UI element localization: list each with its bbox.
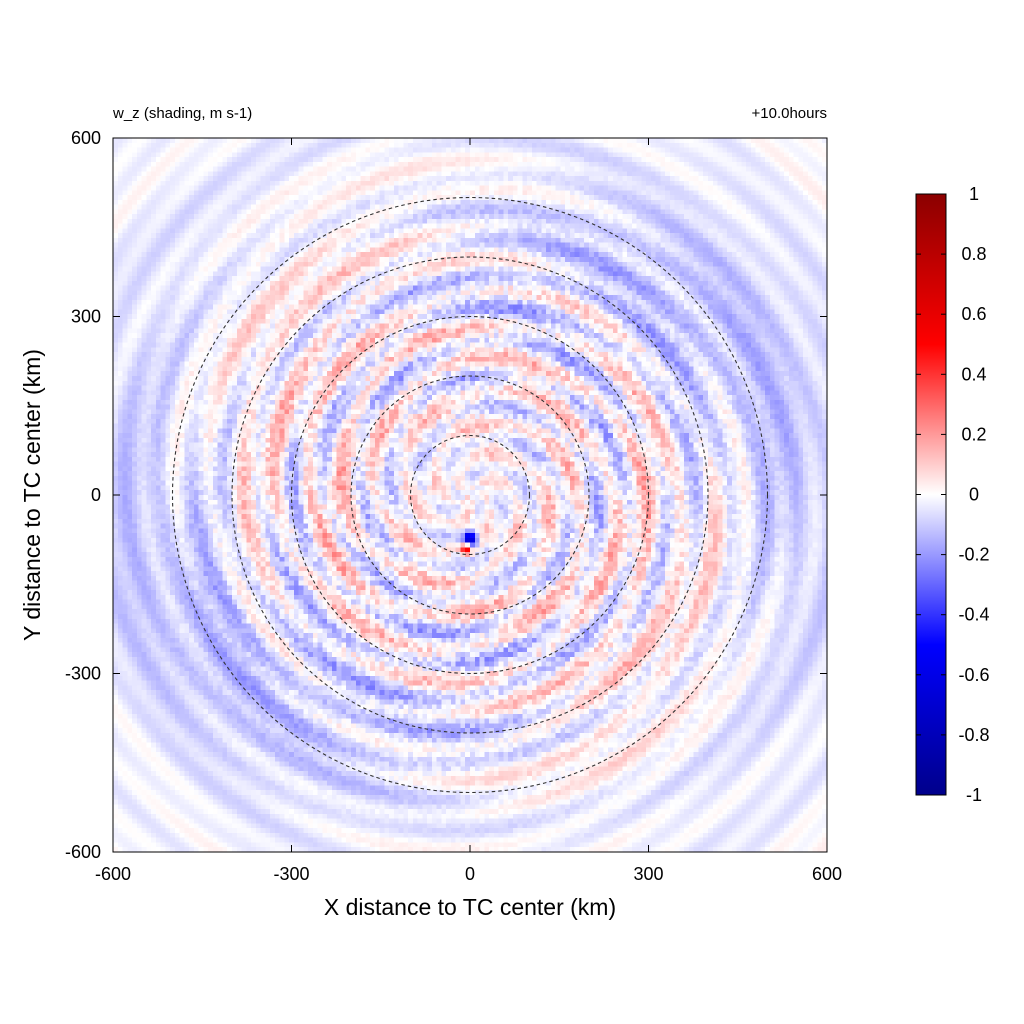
colorbar-tick-label: -0.8: [958, 725, 989, 745]
radius-ring: [409, 434, 531, 556]
chart-subtitle: +10.0hours: [752, 105, 827, 122]
chart-title: w_z (shading, m s-1): [112, 105, 252, 122]
colorbar-tick-label: 1: [969, 184, 979, 204]
colorbar-tick-label: -0.2: [958, 545, 989, 565]
colorbar-tick-label: 0.2: [961, 424, 986, 444]
radius-ring: [171, 196, 769, 794]
heatmap-image: [113, 138, 827, 852]
heatmap-field: [113, 138, 827, 852]
y-axis-ticks: -600 -300 0 300 600: [65, 128, 827, 862]
radius-ring: [290, 315, 650, 675]
y-tick-label: -600: [65, 842, 101, 862]
colorbar-tick-label: 0: [969, 485, 979, 505]
y-tick-label: 0: [91, 485, 101, 505]
y-axis-label: Y distance to TC center (km): [19, 349, 45, 641]
colorbar-tick-label: 0.4: [961, 364, 986, 384]
colorbar: 1 0.8 0.6 0.4 0.2 0 -0.2 -0.4 -0.6 -0.8 -1: [915, 184, 990, 805]
x-tick-label: 300: [633, 864, 663, 884]
radius-ring: [231, 256, 709, 734]
x-axis-ticks: -600 -300 0 300 600: [95, 138, 842, 884]
colorbar-tick-label: -0.4: [958, 605, 989, 625]
y-tick-label: 600: [71, 128, 101, 148]
colorbar-tick-label: 0.8: [961, 244, 986, 264]
y-tick-label: -300: [65, 664, 101, 684]
colorbar-tick-label: 0.6: [961, 304, 986, 324]
y-tick-label: 300: [71, 307, 101, 327]
colorbar-tick-label: -0.6: [958, 665, 989, 685]
x-tick-label: 600: [812, 864, 842, 884]
radius-rings: [171, 196, 769, 794]
colorbar-tick-label: -1: [966, 785, 982, 805]
x-axis-label: X distance to TC center (km): [324, 894, 616, 920]
radius-ring: [350, 375, 590, 615]
x-tick-label: 0: [465, 864, 475, 884]
x-tick-label: -600: [95, 864, 131, 884]
colorbar-ticks: 1 0.8 0.6 0.4 0.2 0 -0.2 -0.4 -0.6 -0.8 -1: [916, 184, 990, 805]
x-tick-label: -300: [273, 864, 309, 884]
